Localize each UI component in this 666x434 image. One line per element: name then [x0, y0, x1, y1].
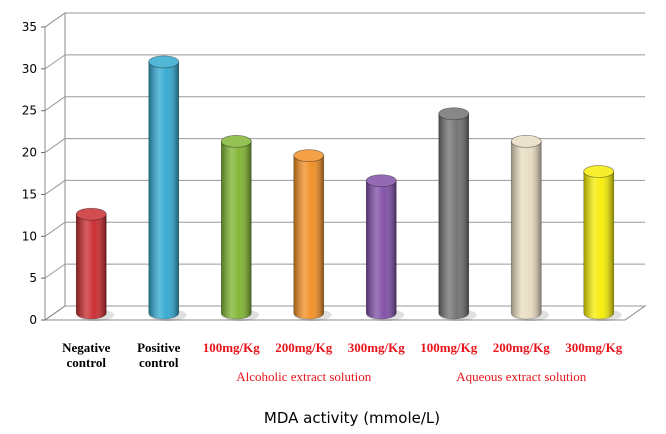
bar-top [220, 134, 252, 148]
bar-top [293, 149, 325, 163]
y-tick-label: 25 [22, 104, 37, 118]
bar-top-highlight [438, 107, 469, 120]
group-label: Aqueous extract solution [456, 369, 586, 384]
x-category-label: Positive [137, 340, 181, 355]
chart-walls [43, 12, 647, 321]
bar-top [438, 107, 470, 121]
y-tick-label: 0 [29, 313, 37, 327]
bar-top-highlight [76, 208, 107, 221]
y-axis-ticks: 0 5 10 15 20 25 30 35 [22, 20, 45, 327]
y-tick-label: 10 [22, 229, 37, 243]
bar-top [365, 174, 397, 188]
bar [510, 134, 550, 321]
gridline-diag [44, 180, 66, 195]
bar-shading [148, 61, 179, 319]
x-category-label: Negative [62, 340, 111, 355]
bar-top [75, 207, 107, 221]
bar-top-highlight [148, 55, 179, 68]
gridline-diag [44, 263, 66, 279]
gridline-diag [44, 221, 66, 237]
gridlines [44, 12, 645, 307]
bar-top-highlight [221, 135, 252, 148]
x-category-label: control [139, 355, 179, 370]
bar-shading [293, 155, 324, 319]
bar [365, 174, 405, 321]
x-category-label: control [67, 355, 107, 370]
bar-top-highlight [366, 174, 397, 187]
bar-top [583, 165, 615, 178]
category-groups: Alcoholic extract solution Aqueous extrac… [236, 369, 586, 384]
x-category-label: 100mg/Kg [203, 340, 261, 355]
bar-shading [511, 141, 542, 319]
gridline-diag [44, 12, 66, 28]
gridline-diag [44, 54, 66, 70]
bar [220, 134, 260, 321]
x-category-label: 300mg/Kg [565, 340, 623, 355]
left-wall [44, 12, 66, 321]
y-tick-label: 30 [22, 62, 37, 76]
y-tick-label: 15 [22, 187, 37, 201]
gridline-diag [44, 96, 66, 112]
bar-shading [583, 171, 614, 319]
y-tick-label: 35 [22, 20, 37, 34]
bar-top [510, 134, 542, 148]
bar-shading [221, 141, 252, 319]
y-tick-label: 5 [29, 271, 37, 285]
bar-shading [76, 214, 107, 319]
floor [43, 305, 647, 321]
bar [75, 207, 115, 321]
gridline-diag [44, 138, 66, 153]
x-category-label: 200mg/Kg [275, 340, 333, 355]
bar-top-highlight [293, 149, 324, 162]
bar [583, 165, 622, 321]
group-label: Alcoholic extract solution [236, 369, 372, 384]
bar-top-highlight [511, 135, 542, 148]
bars [75, 55, 622, 321]
bar [148, 55, 187, 321]
bar [293, 149, 332, 321]
bar-shading [366, 180, 397, 319]
x-category-label: 200mg/Kg [493, 340, 551, 355]
bar [438, 107, 477, 321]
y-tick-label: 20 [22, 146, 37, 160]
bar-top-highlight [583, 165, 614, 178]
bar-shading [438, 113, 469, 319]
x-category-label: 300mg/Kg [348, 340, 406, 355]
x-category-label: 100mg/Kg [420, 340, 478, 355]
x-axis-label: MDA activity (mmole/L) [264, 409, 440, 427]
bar-top [148, 55, 180, 69]
